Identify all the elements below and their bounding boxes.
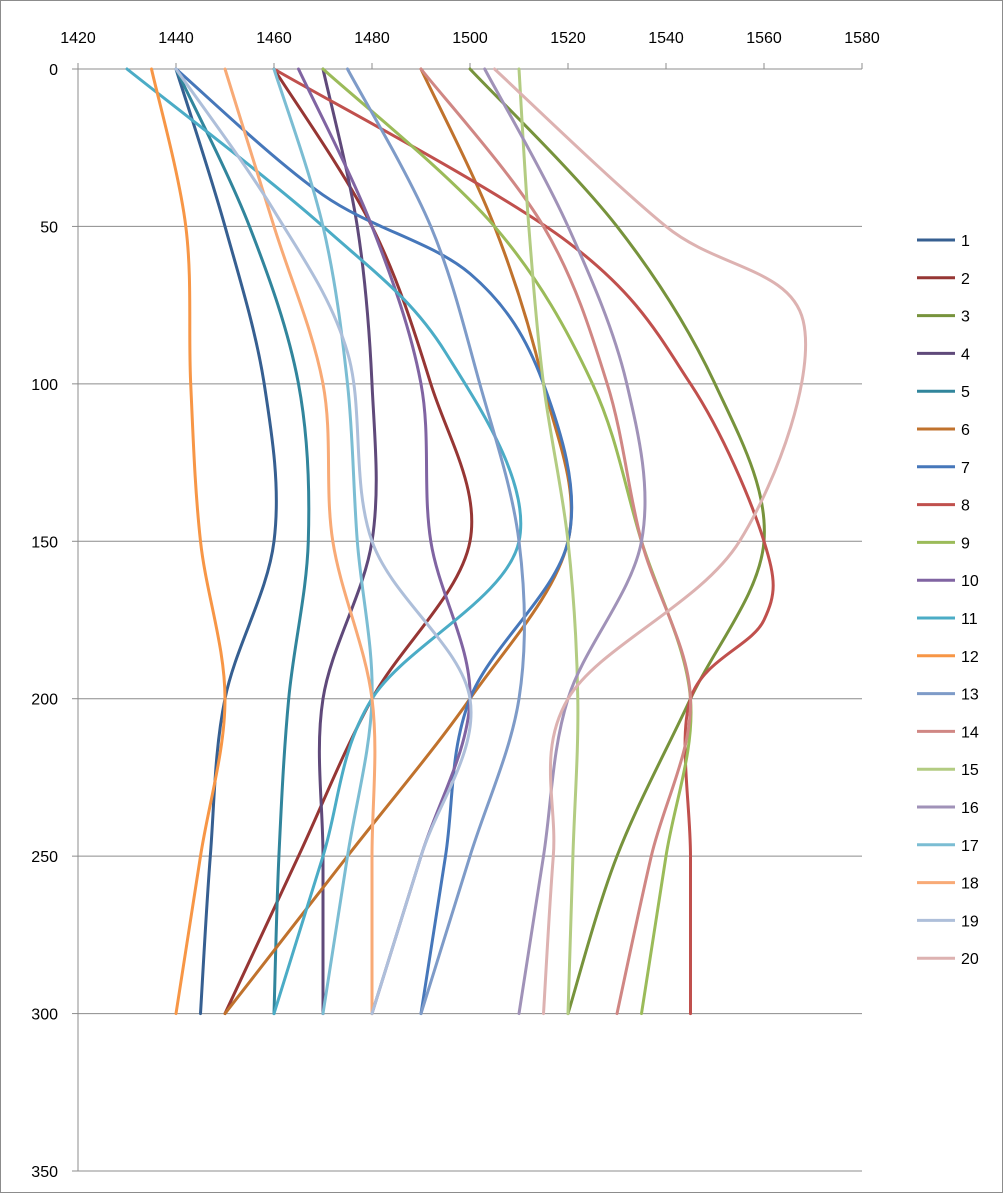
series-line-12 xyxy=(150,67,227,1016)
y-tick-label: 0 xyxy=(49,62,58,79)
legend-label: 19 xyxy=(961,913,979,930)
y-tick-label: 300 xyxy=(31,1007,58,1024)
legend-label: 6 xyxy=(961,422,970,439)
series-line-7 xyxy=(174,67,574,1016)
legend-label: 4 xyxy=(961,346,970,363)
legend-label: 2 xyxy=(961,271,970,288)
series-lines xyxy=(125,67,808,1016)
series-line-5 xyxy=(174,67,311,1016)
legend-label: 9 xyxy=(961,535,970,552)
x-tick-label: 1440 xyxy=(158,30,194,47)
legend-label: 3 xyxy=(961,309,970,326)
legend-label: 11 xyxy=(961,611,978,628)
legend-label: 13 xyxy=(961,687,979,704)
series-line-16 xyxy=(483,67,647,1016)
x-tick-label: 1540 xyxy=(648,30,684,47)
y-tick-label: 200 xyxy=(31,692,58,709)
legend-label: 12 xyxy=(961,649,979,666)
legend-label: 10 xyxy=(961,573,979,590)
series-line-13 xyxy=(346,67,527,1016)
legend-label: 20 xyxy=(961,951,979,968)
legend-label: 17 xyxy=(961,838,979,855)
series-line-19 xyxy=(174,67,473,1016)
y-tick-label: 100 xyxy=(31,377,58,394)
series-line-15 xyxy=(517,67,580,1016)
legend-label: 16 xyxy=(961,800,979,817)
legend-label: 14 xyxy=(961,724,979,741)
x-tick-label: 1520 xyxy=(550,30,586,47)
y-tick-label: 150 xyxy=(31,534,58,551)
x-tick-label: 1580 xyxy=(844,30,880,47)
x-tick-label: 1560 xyxy=(746,30,782,47)
legend-label: 7 xyxy=(961,460,970,477)
y-tick-label: 50 xyxy=(40,219,58,236)
legend-label: 18 xyxy=(961,876,979,893)
series-line-18 xyxy=(223,67,377,1016)
series-line-20 xyxy=(493,67,808,1016)
legend-label: 8 xyxy=(961,498,970,515)
y-tick-label: 250 xyxy=(31,849,58,866)
x-tick-label: 1500 xyxy=(452,30,488,47)
axes: 0 50 100 150 200 250 300 350 1420 1440 1460 1480 150… xyxy=(31,30,880,1181)
y-tick-label: 350 xyxy=(31,1164,58,1181)
gridlines xyxy=(78,68,862,1172)
series-line-1 xyxy=(174,67,278,1016)
x-tick-label: 1420 xyxy=(60,30,96,47)
legend-label: 15 xyxy=(961,762,979,779)
x-tick-label: 1480 xyxy=(354,30,390,47)
series-line-17 xyxy=(272,67,374,1016)
legend-label: 5 xyxy=(961,384,970,401)
x-tick-label: 1460 xyxy=(256,30,292,47)
legend-label: 1 xyxy=(961,233,970,250)
